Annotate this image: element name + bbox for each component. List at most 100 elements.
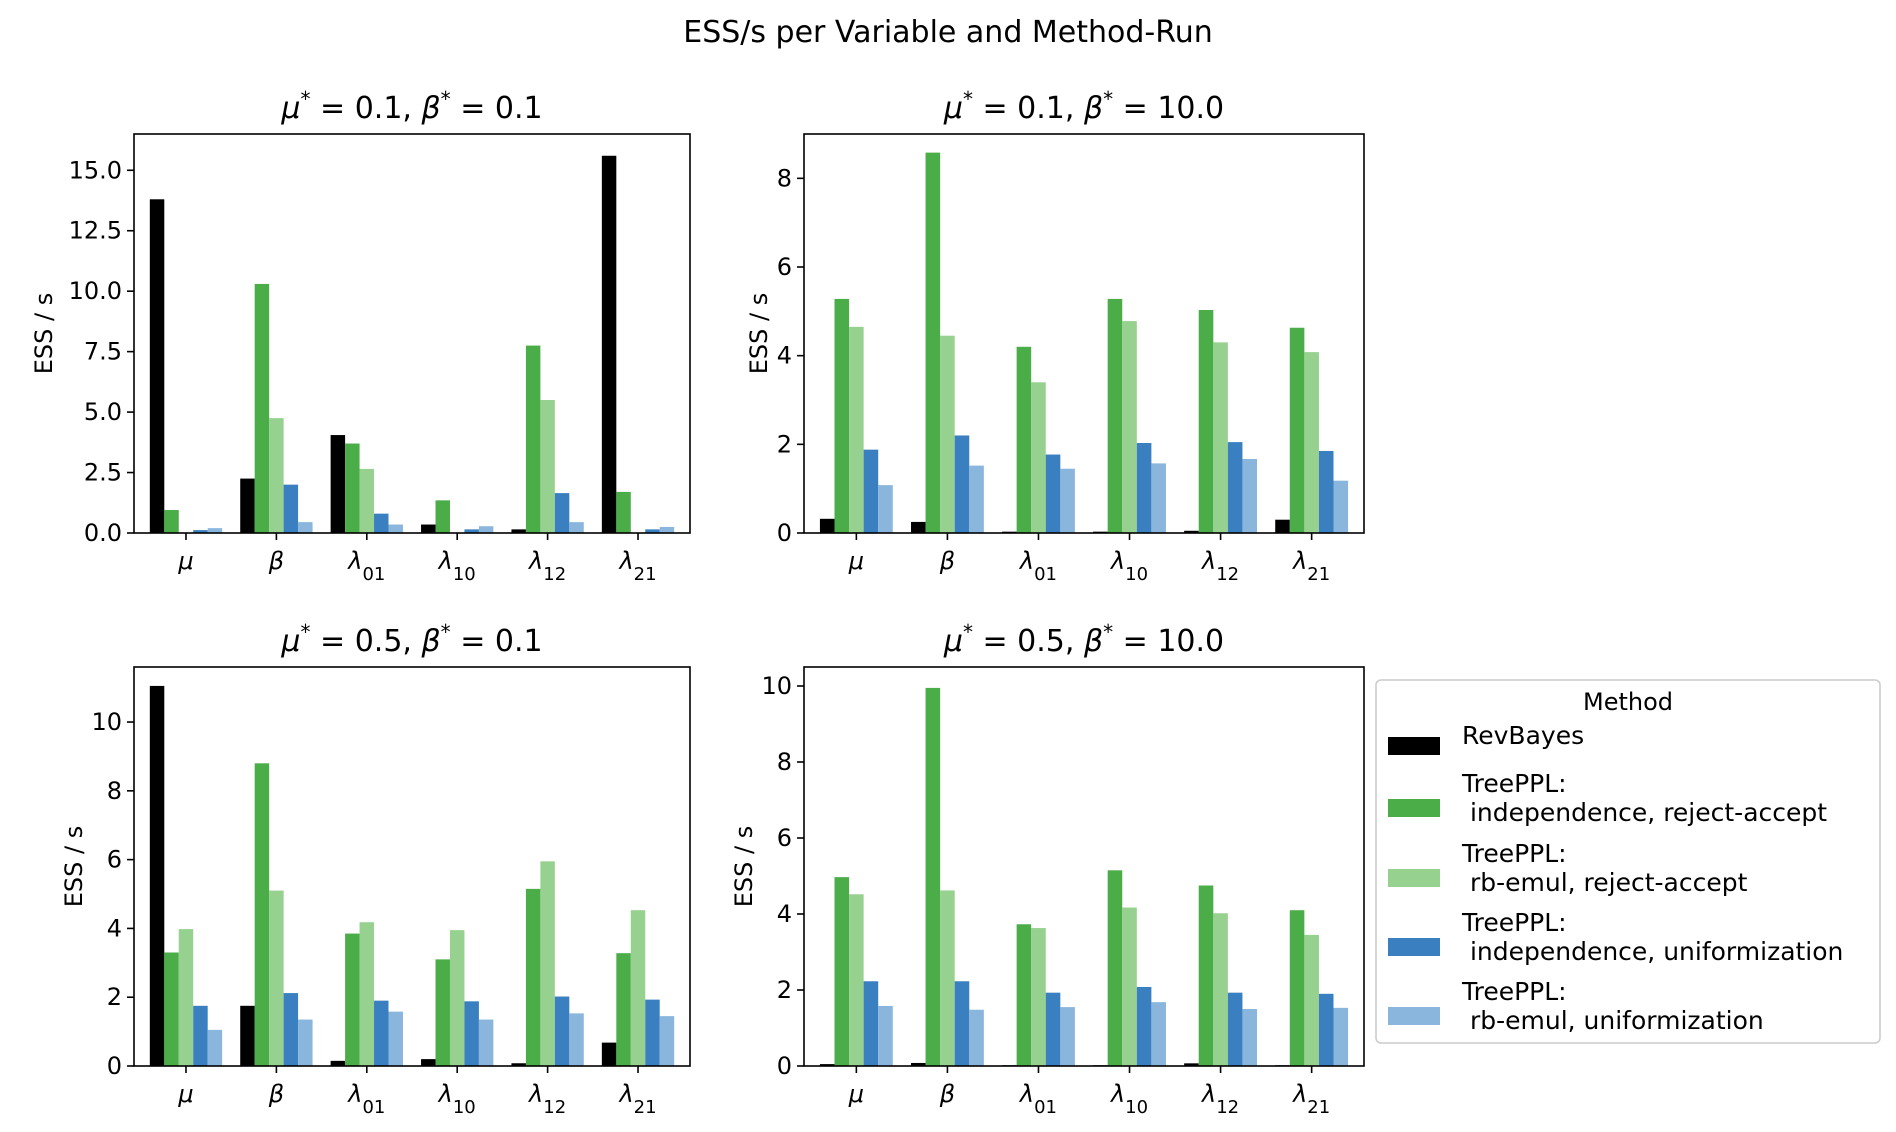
bar-revbayes-mu [819,1064,835,1066]
bar-rbemul-ra-beta [940,890,955,1066]
legend-swatch [1388,869,1440,887]
bar-indep-unif-lambda12 [554,493,570,533]
bars [149,685,675,1067]
axes-frame [133,133,691,534]
bar-indep-unif-lambda01 [1045,992,1061,1066]
y-tick-label: 0 [107,1052,122,1080]
y-tick-label: 8 [107,777,122,805]
bar-rbemul-ra-beta [940,335,955,533]
bar-indep-unif-beta [283,484,299,533]
y-axis-label: ESS / s [60,826,88,907]
bar-revbayes-beta [910,521,926,533]
bar-indep-ra-beta [925,152,941,533]
bar-rbemul-unif-lambda21 [659,526,675,533]
bar-indep-unif-lambda12 [1227,992,1243,1066]
bar-revbayes-lambda12 [1184,1063,1199,1066]
legend-label: TreePPL: independence, uniformization [1461,908,1843,966]
x-tick-label: λ10 [437,547,476,585]
bar-revbayes-mu [819,518,835,533]
subplot-title: μ* = 0.1, β* = 10.0 [943,87,1224,126]
axes-frame [133,666,691,1067]
legend-entry-revbayes: RevBayes [1388,721,1584,755]
bars [819,152,1349,533]
bar-indep-ra-lambda21 [1289,327,1305,533]
legend-swatch [1388,938,1440,956]
bar-indep-unif-beta [954,981,970,1066]
bar-indep-unif-lambda10 [464,1001,479,1066]
y-tick-label: 0 [777,1052,792,1080]
y-tick-label: 2.5 [84,459,122,487]
bar-rbemul-unif-lambda10 [1151,463,1166,533]
x-tick-label: λ01 [1018,547,1057,585]
bar-indep-unif-lambda12 [554,996,570,1066]
legend-entry-indep-unif: TreePPL: independence, uniformization [1388,908,1843,966]
bar-indep-ra-mu [834,877,850,1066]
bar-rbemul-unif-mu [878,485,893,533]
bar-indep-unif-mu [193,1005,208,1066]
x-tick-label: λ10 [437,1080,476,1118]
x-tick-label: β [939,1080,955,1108]
bar-revbayes-mu [149,199,165,534]
bar-rbemul-unif-lambda21 [1333,1007,1349,1066]
bar-indep-unif-beta [283,993,299,1066]
bar-indep-unif-lambda10 [1136,443,1152,533]
bar-indep-unif-lambda21 [645,999,660,1066]
bar-revbayes-lambda21 [1275,519,1290,533]
bar-indep-unif-lambda10 [1136,986,1152,1066]
bar-rbemul-ra-mu [178,929,194,1066]
bar-indep-unif-lambda21 [1318,450,1334,533]
legend-swatch [1388,1007,1440,1025]
y-tick-label: 15.0 [69,156,122,184]
bar-indep-ra-mu [164,952,179,1066]
bar-rbemul-unif-lambda01 [1060,1007,1075,1066]
bar-rbemul-ra-lambda01 [359,922,375,1066]
y-tick-label: 12.5 [69,217,122,245]
bar-indep-unif-lambda10 [464,529,479,533]
bar-indep-unif-lambda21 [1318,993,1334,1066]
bar-rbemul-ra-lambda01 [1031,382,1046,533]
y-axis-label: ESS / s [745,293,773,374]
bar-indep-ra-lambda21 [1289,910,1305,1066]
y-tick-label: 2 [777,976,792,1004]
y-tick-label: 4 [107,914,122,942]
subplot-title: μ* = 0.1, β* = 0.1 [280,87,542,126]
bar-rbemul-unif-lambda10 [478,526,494,533]
bar-rbemul-unif-beta [298,522,313,533]
bar-rbemul-unif-lambda01 [388,1011,403,1066]
x-tick-label: λ01 [346,1080,385,1118]
bar-indep-ra-lambda12 [1198,310,1214,533]
bar-revbayes-lambda12 [1184,530,1199,533]
bar-rbemul-ra-lambda10 [1122,321,1137,533]
bar-rbemul-ra-lambda12 [1213,913,1228,1066]
x-tick-label: μ [848,1080,864,1108]
bar-rbemul-unif-lambda21 [659,1016,675,1067]
subplots: μ* = 0.1, β* = 0.1 μ β λ01 λ10 λ12 λ21 0.0 2.5 5.… [30,87,1365,1118]
y-tick-label: 2 [107,983,122,1011]
bar-indep-ra-beta [925,687,941,1066]
bar-indep-unif-mu [193,530,208,533]
bar-rbemul-ra-beta [269,418,284,533]
bar-indep-ra-beta [254,763,270,1066]
bar-indep-unif-mu [863,449,879,533]
y-tick-label: 8 [777,164,792,192]
bars [819,687,1349,1066]
figure-title: ESS/s per Variable and Method-Run [683,15,1213,50]
bar-indep-unif-mu [863,981,879,1066]
bar-indep-unif-lambda01 [374,513,389,533]
bar-rbemul-unif-mu [207,1029,223,1066]
x-tick-label: λ21 [1291,547,1330,585]
bar-rbemul-ra-lambda21 [630,910,646,1066]
x-tick-label: λ21 [617,1080,656,1118]
x-tick-label: λ12 [1200,547,1239,585]
bar-indep-ra-lambda01 [345,933,360,1066]
bar-revbayes-beta [240,478,255,533]
y-tick-label: 8 [777,748,792,776]
legend-entry-indep-ra: TreePPL: independence, reject-accept [1388,769,1827,827]
bar-rbemul-unif-mu [878,1005,893,1066]
bar-rbemul-unif-beta [969,465,984,533]
subplot-3: μ* = 0.5, β* = 0.1 μ β λ01 λ10 λ12 λ21 0 2 4 6 8 10 E… [60,620,691,1118]
bar-rbemul-unif-beta [298,1019,313,1066]
bar-rbemul-ra-mu [849,326,864,533]
y-tick-label: 4 [777,342,792,370]
